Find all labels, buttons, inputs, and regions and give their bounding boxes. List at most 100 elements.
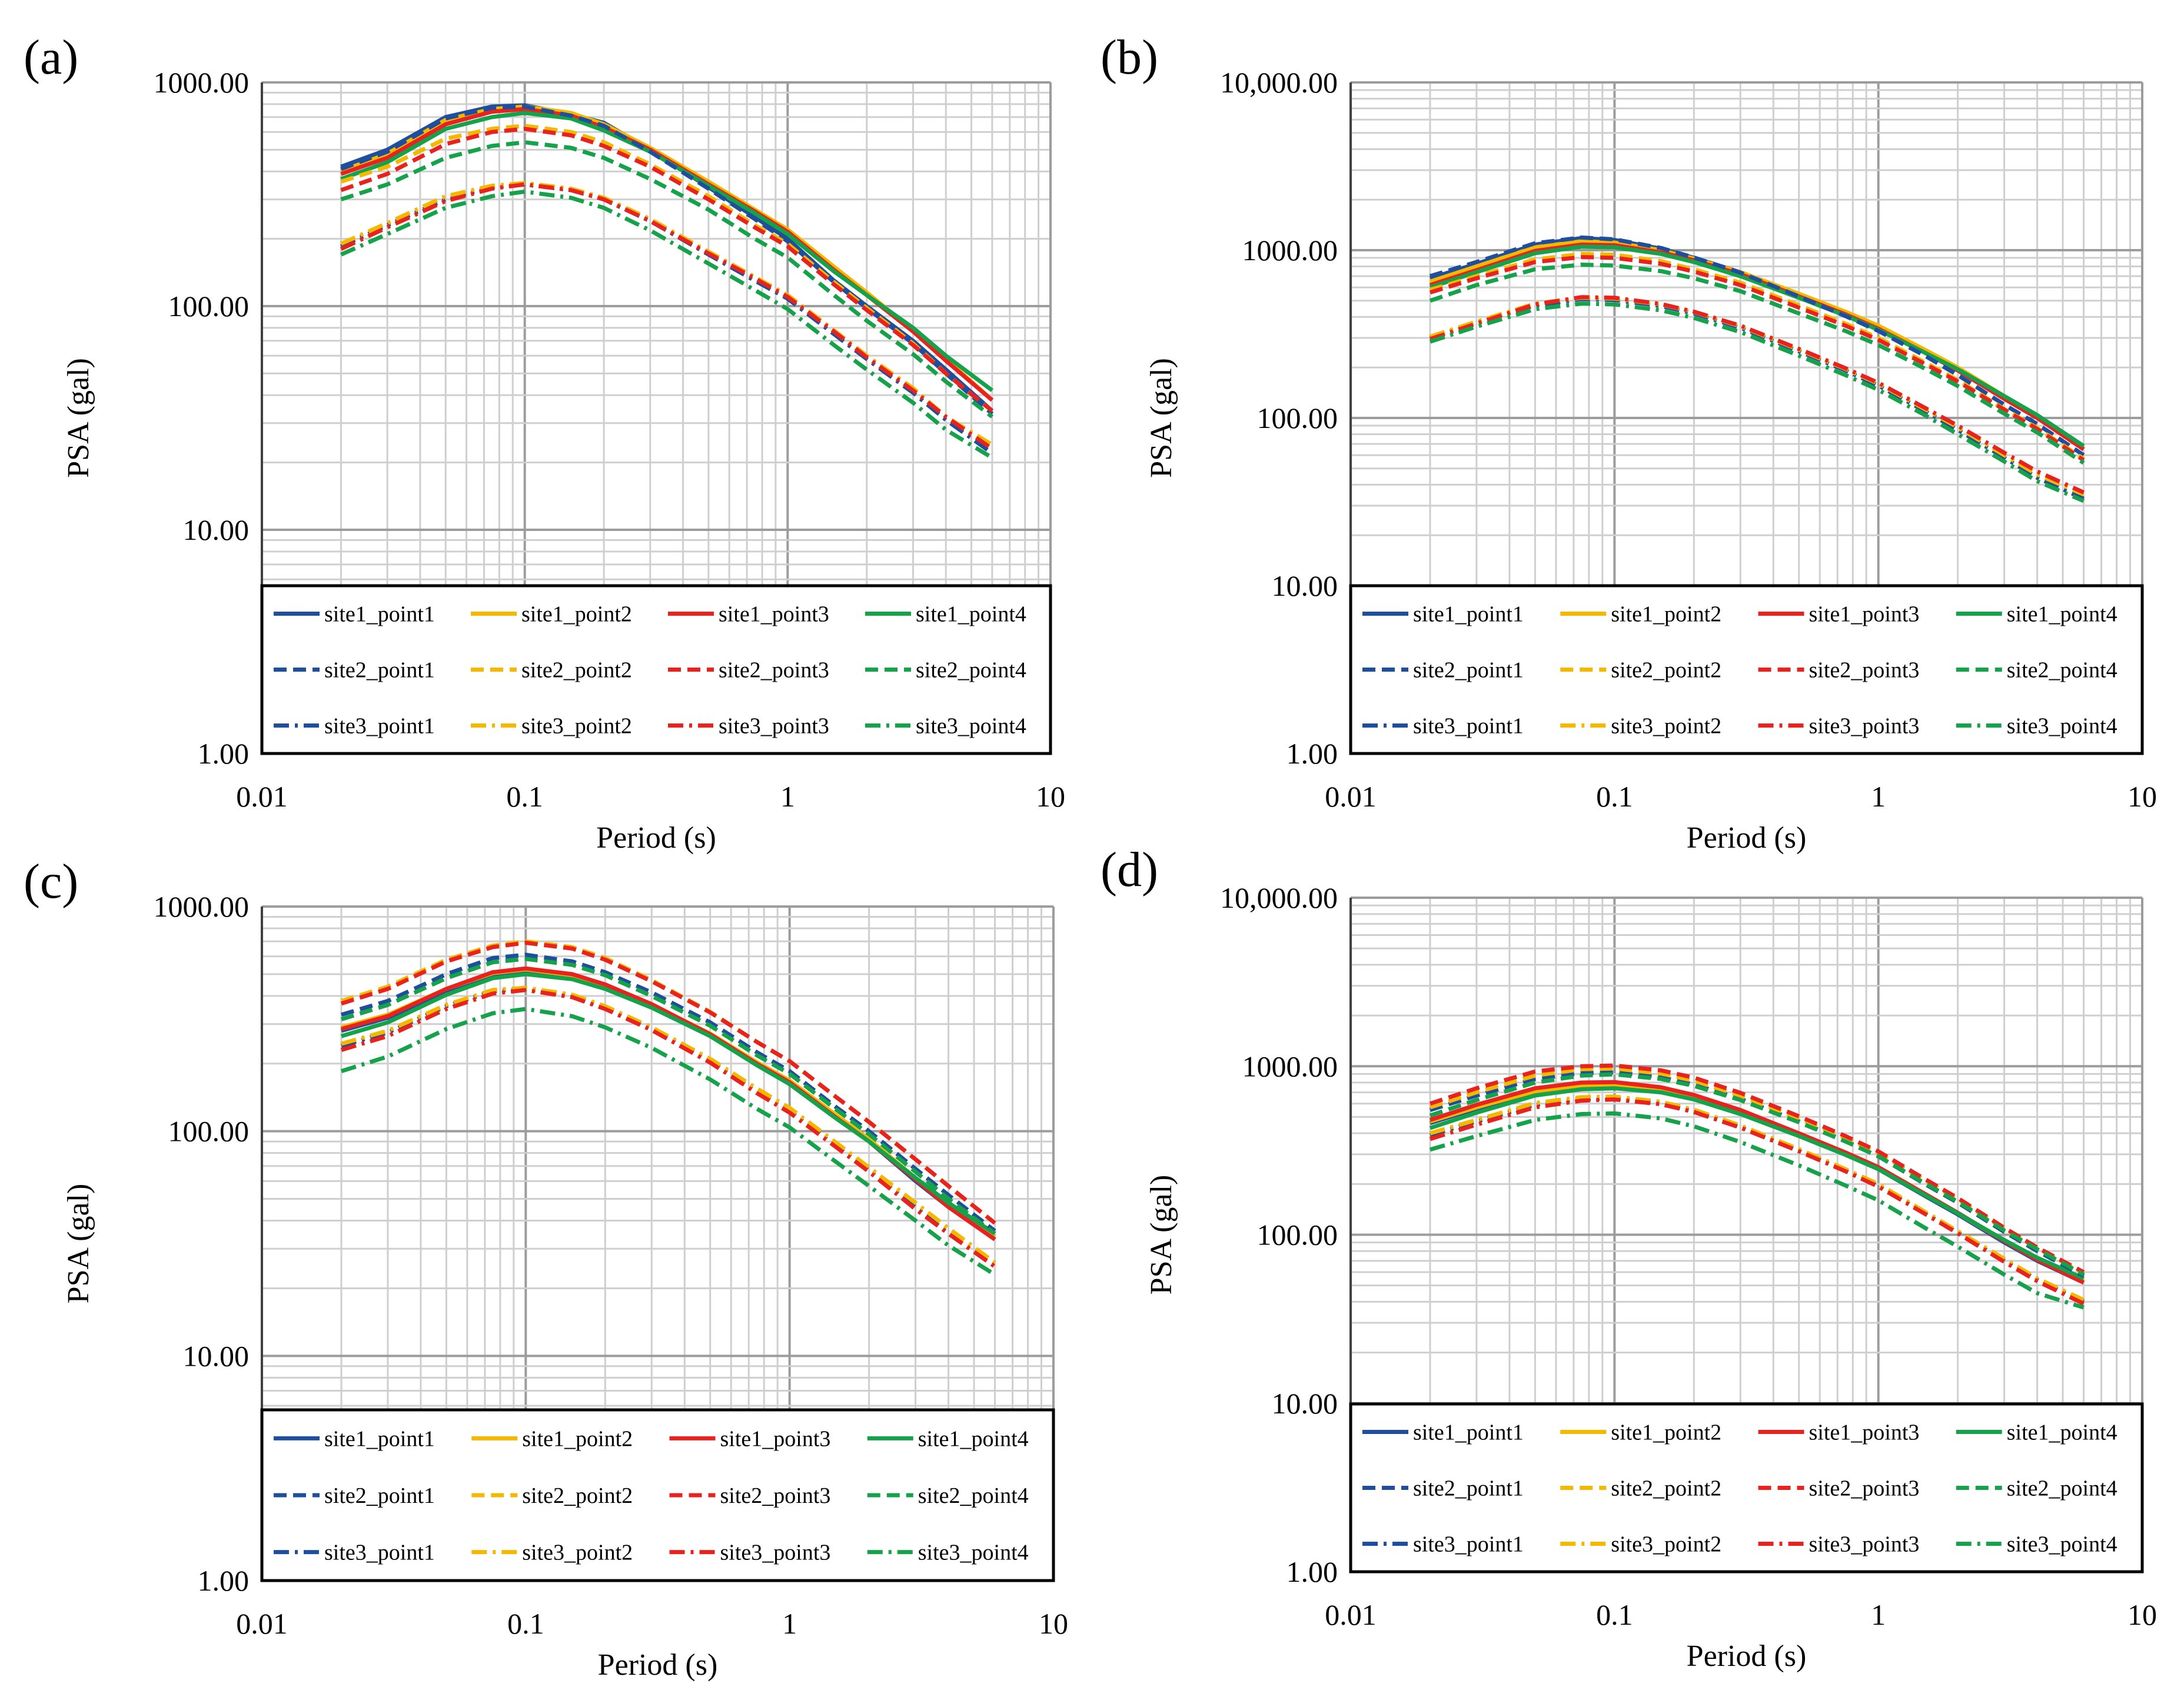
x-tick-label: 0.01 <box>236 1607 288 1640</box>
chart-panel-2: (b) 0.01 0.1 1 10 1.00 10.00 100.00 1000.00 10,00… <box>1101 30 2157 855</box>
legend-label: site3_point2 <box>522 1541 633 1565</box>
chart-panel-1: (a) 0.01 0.1 1 10 1.00 10.00 100.00 1000.00 Perio… <box>24 30 1065 855</box>
x-tick-label: 1 <box>780 780 795 813</box>
legend-label: site3_point4 <box>2007 1532 2117 1557</box>
legend-entry-site1_point1: site1_point1 <box>1362 1420 1524 1445</box>
y-tick-label: 100.00 <box>1257 1219 1338 1252</box>
legend-label: site1_point3 <box>720 1426 831 1451</box>
legend-entry-site3_point3: site3_point3 <box>668 714 829 739</box>
chart-panel-3: (c) 0.01 0.1 1 10 1.00 10.00 100.00 1000.00 Perio… <box>24 854 1068 1682</box>
y-tick-label: 1.00 <box>198 737 250 770</box>
series-line-site3_point3 <box>341 988 996 1269</box>
legend-label: site2_point3 <box>719 658 829 683</box>
legend-label: site2_point1 <box>1413 658 1524 683</box>
x-tick-label: 0.1 <box>1596 1598 1633 1631</box>
legend-entry-site2_point1: site2_point1 <box>274 1483 435 1508</box>
x-tick-label: 0.01 <box>1325 780 1377 813</box>
y-tick-label: 1000.00 <box>1242 234 1338 267</box>
panel-label: (a) <box>24 30 78 85</box>
legend-entry-site1_point3: site1_point3 <box>668 602 829 627</box>
series-line-site3_point4 <box>340 190 993 460</box>
x-tick-label: 0.1 <box>1596 780 1633 813</box>
series-line-site2_point3 <box>1429 1063 2085 1274</box>
panel-label: (c) <box>24 854 78 909</box>
legend-box <box>1349 1402 2144 1574</box>
legend-entry-site2_point1: site2_point1 <box>1362 658 1524 683</box>
legend-entry-site1_point2: site1_point2 <box>471 602 632 627</box>
y-tick-label: 100.00 <box>1257 401 1338 434</box>
legend-entry-site2_point3: site2_point3 <box>1758 658 1919 683</box>
legend-entry-site1_point2: site1_point2 <box>1560 1420 1721 1445</box>
legend-label: site1_point1 <box>324 1426 435 1451</box>
legend-box <box>260 1408 1055 1582</box>
legend-label: site2_point4 <box>918 1483 1029 1508</box>
legend-entry-site2_point3: site2_point3 <box>668 658 829 683</box>
legend-entry-site3_point2: site3_point2 <box>1560 1532 1721 1557</box>
legend-entry-site3_point1: site3_point1 <box>1362 1532 1524 1557</box>
y-axis-title: PSA (gal) <box>1145 1175 1178 1295</box>
legend-box <box>1349 584 2144 755</box>
x-tick-label: 10 <box>1036 780 1065 813</box>
legend-entry-site1_point4: site1_point4 <box>1956 1420 2117 1445</box>
series-lines <box>340 939 996 1277</box>
legend-entry-site3_point4: site3_point4 <box>1956 1532 2117 1557</box>
y-tick-label: 1.00 <box>1287 1555 1338 1588</box>
series-line-site2_point4 <box>340 140 994 419</box>
legend-entry-site2_point3: site2_point3 <box>669 1483 830 1508</box>
legend-entry-site1_point1: site1_point1 <box>274 1426 435 1451</box>
legend-entry-site1_point4: site1_point4 <box>865 602 1026 627</box>
legend: site1_point1 site1_point2 site1_point3 site… <box>1349 1402 2144 1574</box>
series-lines <box>1429 235 2085 503</box>
x-axis-title: Period (s) <box>596 821 716 855</box>
legend-entry-site1_point3: site1_point3 <box>669 1426 831 1451</box>
legend-label: site3_point4 <box>918 1541 1029 1565</box>
y-axis-title: PSA (gal) <box>1145 358 1178 478</box>
legend-label: site2_point1 <box>324 658 435 683</box>
legend-label: site1_point2 <box>522 1426 633 1451</box>
series-line-site1_point4 <box>340 111 993 393</box>
legend-entry-site3_point2: site3_point2 <box>1560 714 1721 739</box>
legend-label: site1_point3 <box>1809 602 1920 627</box>
legend-entry-site2_point4: site2_point4 <box>1956 658 2117 683</box>
x-tick-label: 1 <box>782 1607 797 1640</box>
series-line-site3_point3 <box>1429 295 2085 494</box>
series-line-site2_point4 <box>340 957 996 1236</box>
legend-box <box>260 584 1052 755</box>
legend-label: site2_point2 <box>521 658 632 683</box>
series-line-site3_point3 <box>340 182 993 451</box>
y-tick-label: 100.00 <box>168 1115 250 1148</box>
legend-label: site3_point2 <box>521 714 632 739</box>
series-line-site3_point2 <box>341 985 996 1264</box>
legend-label: site1_point2 <box>1611 1420 1721 1445</box>
legend-entry-site2_point1: site2_point1 <box>1362 1476 1524 1501</box>
legend-entry-site3_point2: site3_point2 <box>471 1541 633 1565</box>
y-tick-label: 10.00 <box>1272 569 1338 602</box>
panel-label: (b) <box>1101 30 1158 85</box>
series-line-site3_point4 <box>340 1007 996 1277</box>
series-lines <box>1429 1063 2085 1310</box>
legend-entry-site3_point1: site3_point1 <box>1362 714 1524 739</box>
legend-label: site1_point4 <box>2007 1420 2117 1445</box>
legend-entry-site3_point1: site3_point1 <box>274 1541 435 1565</box>
legend-label: site1_point2 <box>1611 602 1721 627</box>
legend-label: site3_point2 <box>1611 714 1721 739</box>
legend-entry-site1_point3: site1_point3 <box>1758 1420 1920 1445</box>
legend-label: site3_point1 <box>324 714 435 739</box>
legend-entry-site2_point2: site2_point2 <box>471 658 632 683</box>
y-axis-title: PSA (gal) <box>62 1184 95 1304</box>
legend-entry-site1_point1: site1_point1 <box>274 602 435 627</box>
legend-label: site2_point2 <box>1611 1476 1721 1501</box>
series-line-site2_point1 <box>341 952 996 1233</box>
x-tick-label: 0.1 <box>506 780 543 813</box>
legend-entry-site2_point2: site2_point2 <box>471 1483 633 1508</box>
legend-label: site3_point3 <box>1809 714 1920 739</box>
x-tick-label: 0.01 <box>236 780 288 813</box>
legend-entry-site3_point4: site3_point4 <box>867 1541 1029 1565</box>
series-lines <box>340 103 994 460</box>
legend-label: site1_point3 <box>1809 1420 1920 1445</box>
legend-label: site1_point1 <box>1413 602 1524 627</box>
x-tick-label: 10 <box>1039 1607 1068 1640</box>
y-tick-label: 10.00 <box>183 1339 250 1372</box>
